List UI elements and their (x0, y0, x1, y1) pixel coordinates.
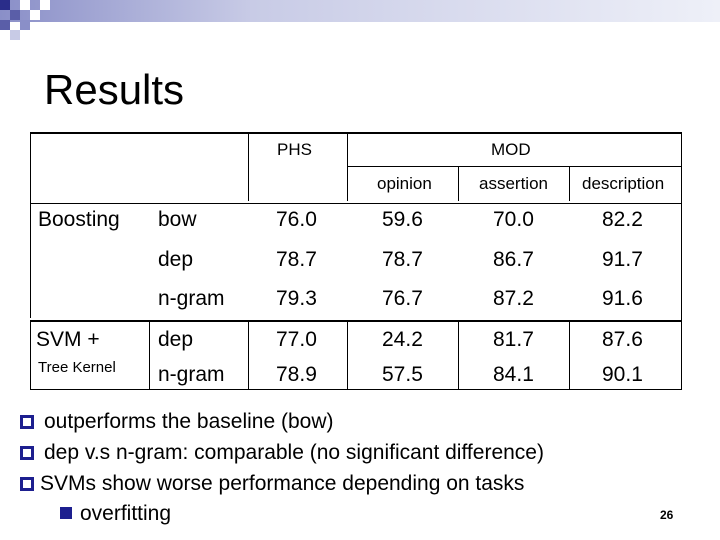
row-value: 82.2 (602, 208, 643, 231)
header-assertion: assertion (479, 174, 548, 193)
row-value: 78.9 (276, 363, 317, 386)
body-left-border-svm (30, 320, 31, 390)
row-value: 91.7 (602, 248, 643, 271)
header-description: description (582, 174, 665, 193)
group-separator (30, 320, 682, 322)
header-sub-line (347, 166, 681, 167)
body-divider-svm2 (248, 320, 249, 390)
group-label-svm: SVM + (36, 328, 100, 351)
bullet-item: SVMs show worse performance depending on… (20, 472, 524, 496)
table-header-frame (30, 132, 682, 204)
row-value: 76.7 (382, 287, 423, 310)
row-feature: dep (158, 248, 194, 271)
row-feature: n-gram (158, 287, 225, 310)
row-value: 81.7 (493, 328, 534, 351)
slide-title: Results (44, 66, 185, 113)
sub-bullet-item: overfitting (60, 502, 171, 526)
row-value: 84.1 (493, 363, 534, 386)
row-feature: dep (158, 328, 194, 351)
bullet-text: overfitting (80, 502, 172, 525)
row-value: 91.6 (602, 287, 643, 310)
row-value: 87.6 (602, 328, 643, 351)
checkbox-bullet-icon (20, 446, 34, 460)
row-value: 70.0 (493, 208, 534, 231)
bullet-text: SVMs show worse performance depending on… (40, 472, 525, 495)
row-value: 86.7 (493, 248, 534, 271)
body-divider-svm5 (569, 320, 570, 390)
header-divider-phs (248, 132, 249, 201)
row-feature: n-gram (158, 363, 225, 386)
row-value: 24.2 (382, 328, 423, 351)
group-label-tree-kernel: Tree Kernel (38, 359, 116, 376)
checkbox-bullet-icon (20, 477, 34, 491)
row-feature: bow (158, 208, 197, 231)
header-opinion: opinion (377, 174, 432, 193)
header-mod: MOD (491, 140, 531, 159)
group-label-boosting: Boosting (38, 208, 120, 231)
row-value: 78.7 (276, 248, 317, 271)
row-value: 90.1 (602, 363, 643, 386)
body-divider-svm4 (458, 320, 459, 390)
row-value: 59.6 (382, 208, 423, 231)
bullet-item: outperforms the baseline (bow) (20, 410, 333, 434)
bullet-text: outperforms the baseline (bow) (44, 410, 334, 433)
table-bottom-line (30, 389, 682, 390)
row-value: 87.2 (493, 287, 534, 310)
row-value: 57.5 (382, 363, 423, 386)
results-table: PHS MOD opinion assertion description Bo… (30, 132, 682, 390)
header-decoration (0, 0, 720, 40)
body-divider-svm (149, 320, 150, 390)
bullet-item: dep v.s n-gram: comparable (no significa… (20, 441, 544, 465)
page-number: 26 (660, 508, 674, 522)
header-phs: PHS (277, 140, 312, 159)
checkbox-bullet-icon (20, 415, 34, 429)
square-bullet-icon (60, 507, 72, 519)
row-value: 78.7 (382, 248, 423, 271)
body-right-border (681, 201, 682, 390)
body-divider-svm3 (347, 320, 348, 390)
header-divider-sub2 (569, 166, 570, 201)
row-value: 77.0 (276, 328, 317, 351)
header-divider-sub1 (458, 166, 459, 201)
row-value: 76.0 (276, 208, 317, 231)
row-value: 79.3 (276, 287, 317, 310)
body-left-border-boosting (30, 201, 31, 318)
bullet-text: dep v.s n-gram: comparable (no significa… (44, 441, 544, 464)
header-pattern (0, 0, 720, 40)
